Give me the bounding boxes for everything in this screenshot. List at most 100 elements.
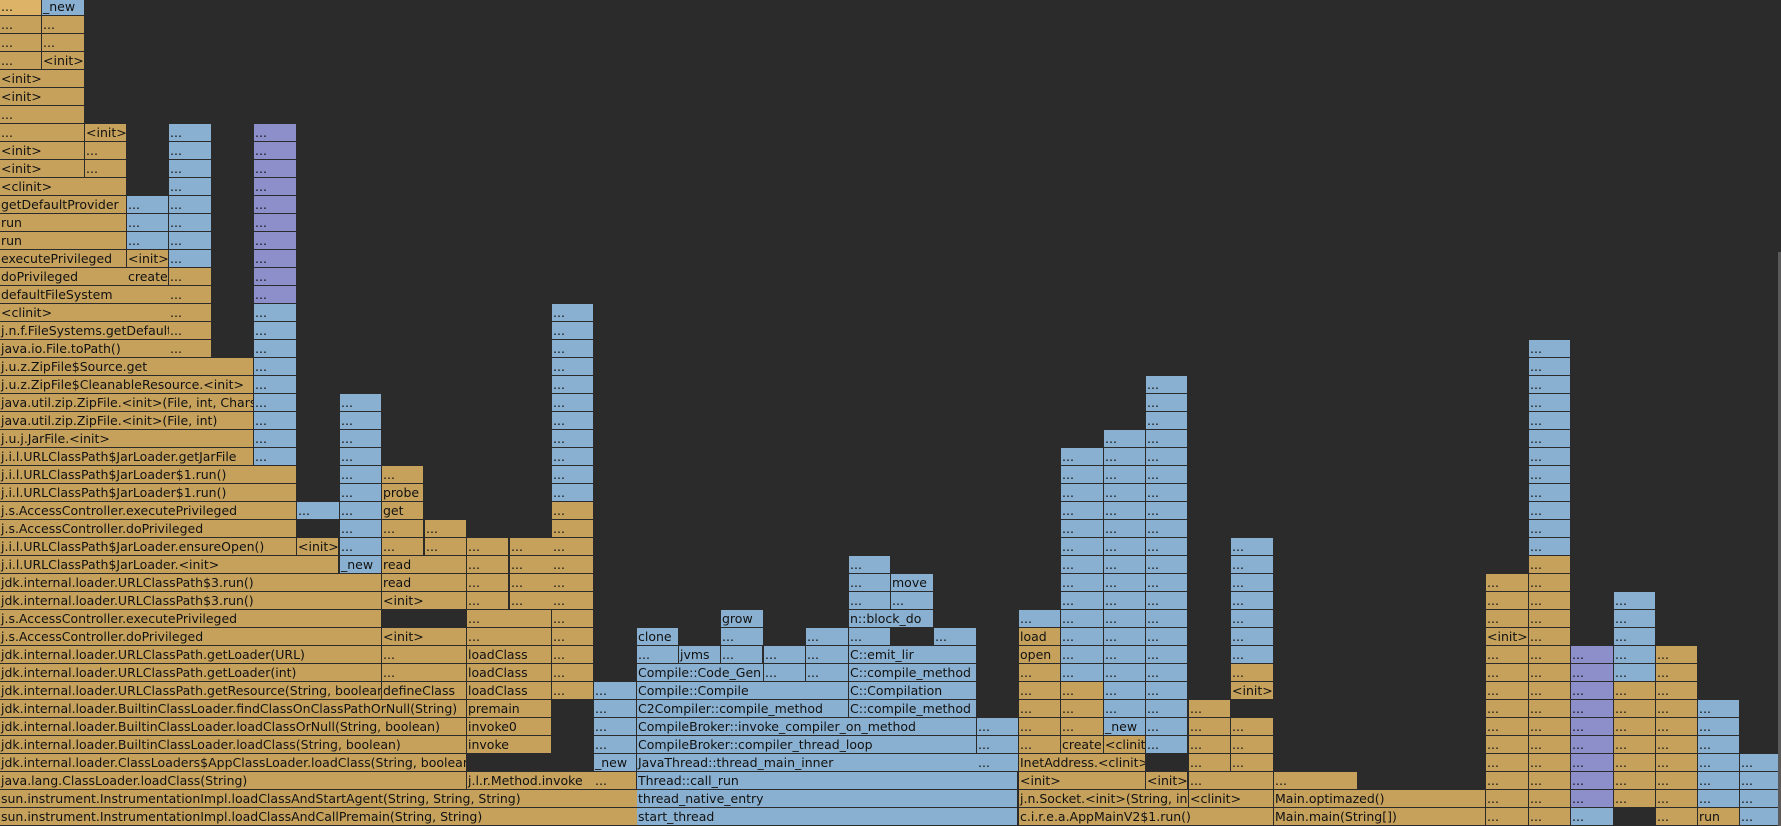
stack-frame[interactable]: ... [1231,754,1274,772]
stack-frame[interactable]: ... [1529,592,1571,610]
stack-frame[interactable]: ... [1740,754,1781,772]
stack-frame[interactable]: load [1019,628,1061,646]
stack-frame[interactable]: ... [552,484,594,502]
stack-frame[interactable]: ... [1529,646,1571,664]
stack-frame[interactable]: ... [297,502,340,520]
stack-frame[interactable]: ... [1061,574,1104,592]
stack-frame[interactable]: ... [1571,790,1614,808]
stack-frame[interactable]: get [382,502,424,520]
stack-frame[interactable]: ... [1104,646,1146,664]
stack-frame[interactable]: ... [1529,394,1571,412]
stack-frame[interactable]: ... [1571,718,1614,736]
stack-frame[interactable]: ... [806,664,849,682]
stack-frame[interactable]: ... [1740,790,1781,808]
stack-frame[interactable]: ... [552,304,594,322]
stack-frame[interactable]: ... [169,196,212,214]
stack-frame[interactable]: ... [1061,484,1104,502]
stack-frame[interactable]: grow [721,610,764,628]
stack-frame[interactable]: <init> [127,250,169,268]
stack-frame[interactable]: ... [1274,772,1358,790]
stack-frame[interactable]: jdk.internal.loader.URLClassPath$3.run() [0,574,382,592]
stack-frame[interactable]: ... [1529,448,1571,466]
stack-frame[interactable]: ... [1614,772,1656,790]
stack-frame[interactable]: ... [1146,574,1188,592]
stack-frame[interactable]: ... [849,592,891,610]
stack-frame[interactable]: ... [169,322,212,340]
stack-frame[interactable]: C::emit_lir [849,646,977,664]
stack-frame[interactable]: ... [1656,790,1698,808]
stack-frame[interactable]: ... [1698,736,1740,754]
stack-frame[interactable]: run [1698,808,1740,826]
stack-frame[interactable]: C::Compilation [849,682,977,700]
stack-frame[interactable]: ... [1146,628,1188,646]
stack-frame[interactable]: jdk.internal.loader.BuiltinClassLoader.l… [0,736,467,754]
stack-frame[interactable]: Main.optimazed() [1274,790,1486,808]
stack-frame[interactable]: java.lang.ClassLoader.loadClass(String) [0,772,467,790]
stack-frame[interactable]: ... [1529,772,1571,790]
stack-frame[interactable]: ... [340,448,382,466]
stack-frame[interactable]: jvms [679,646,721,664]
stack-frame[interactable]: ... [1656,646,1698,664]
stack-frame[interactable]: ... [1656,718,1698,736]
stack-frame[interactable]: CompileBroker::invoke_compiler_on_method [637,718,977,736]
stack-frame[interactable]: ... [934,628,977,646]
stack-frame[interactable]: ... [1571,736,1614,754]
stack-frame[interactable]: ... [1486,664,1529,682]
stack-frame[interactable]: ... [764,664,806,682]
stack-frame[interactable]: ... [0,124,85,142]
stack-frame[interactable]: ... [977,718,1019,736]
stack-frame[interactable]: ... [806,646,849,664]
stack-frame[interactable]: ... [552,412,594,430]
stack-frame[interactable]: ... [510,538,553,556]
stack-frame[interactable]: _new [340,556,382,574]
stack-frame[interactable]: ... [1486,646,1529,664]
stack-frame[interactable]: ... [1614,610,1656,628]
stack-frame[interactable]: ... [1104,556,1146,574]
stack-frame[interactable]: ... [1104,574,1146,592]
stack-frame[interactable]: defineClass [382,682,467,700]
stack-frame[interactable]: <init> [382,628,467,646]
stack-frame[interactable]: j.i.l.URLClassPath$JarLoader.<init> [0,556,339,574]
stack-frame[interactable]: ... [1146,502,1188,520]
stack-frame[interactable]: ... [1529,718,1571,736]
stack-frame[interactable]: ... [1529,610,1571,628]
stack-frame[interactable]: ... [254,232,297,250]
stack-frame[interactable]: Thread::call_run [637,772,1018,790]
stack-frame[interactable]: ... [1061,628,1104,646]
stack-frame[interactable]: ... [1614,790,1656,808]
stack-frame[interactable]: ... [1614,754,1656,772]
stack-frame[interactable]: ... [1104,502,1146,520]
stack-frame[interactable]: ... [254,286,297,304]
stack-frame[interactable]: ... [1231,556,1274,574]
stack-frame[interactable]: Compile::Code_Gen [637,664,764,682]
stack-frame[interactable]: ... [1146,448,1188,466]
stack-frame[interactable]: ... [1061,718,1104,736]
stack-frame[interactable]: <clinit> [1104,736,1146,754]
stack-frame[interactable]: ... [467,592,509,610]
stack-frame[interactable]: java.util.zip.ZipFile.<init>(File, int) [0,412,254,430]
stack-frame[interactable]: ... [169,142,212,160]
stack-frame[interactable]: ... [1146,646,1188,664]
stack-frame[interactable]: ... [1146,736,1188,754]
stack-frame[interactable]: ... [594,736,637,754]
stack-frame[interactable]: ... [382,538,424,556]
stack-frame[interactable]: jdk.internal.loader.BuiltinClassLoader.f… [0,700,467,718]
stack-frame[interactable]: ... [1104,592,1146,610]
stack-frame[interactable]: <init> [0,160,85,178]
stack-frame[interactable]: ... [254,250,297,268]
stack-frame[interactable]: ... [1104,610,1146,628]
stack-frame[interactable]: C::compile_method [849,664,977,682]
stack-frame[interactable]: move [891,574,934,592]
stack-frame[interactable]: ... [1231,574,1274,592]
stack-frame[interactable]: start_thread [637,808,1018,826]
stack-frame[interactable]: ... [1019,700,1061,718]
stack-frame[interactable]: ... [1061,502,1104,520]
stack-frame[interactable]: ... [1740,808,1781,826]
stack-frame[interactable]: ... [1486,754,1529,772]
stack-frame[interactable]: _new [1104,718,1146,736]
stack-frame[interactable]: ... [1486,574,1529,592]
stack-frame[interactable]: ... [254,178,297,196]
stack-frame[interactable]: ... [1698,754,1740,772]
stack-frame[interactable]: loadClass [467,664,552,682]
stack-frame[interactable]: ... [510,574,553,592]
